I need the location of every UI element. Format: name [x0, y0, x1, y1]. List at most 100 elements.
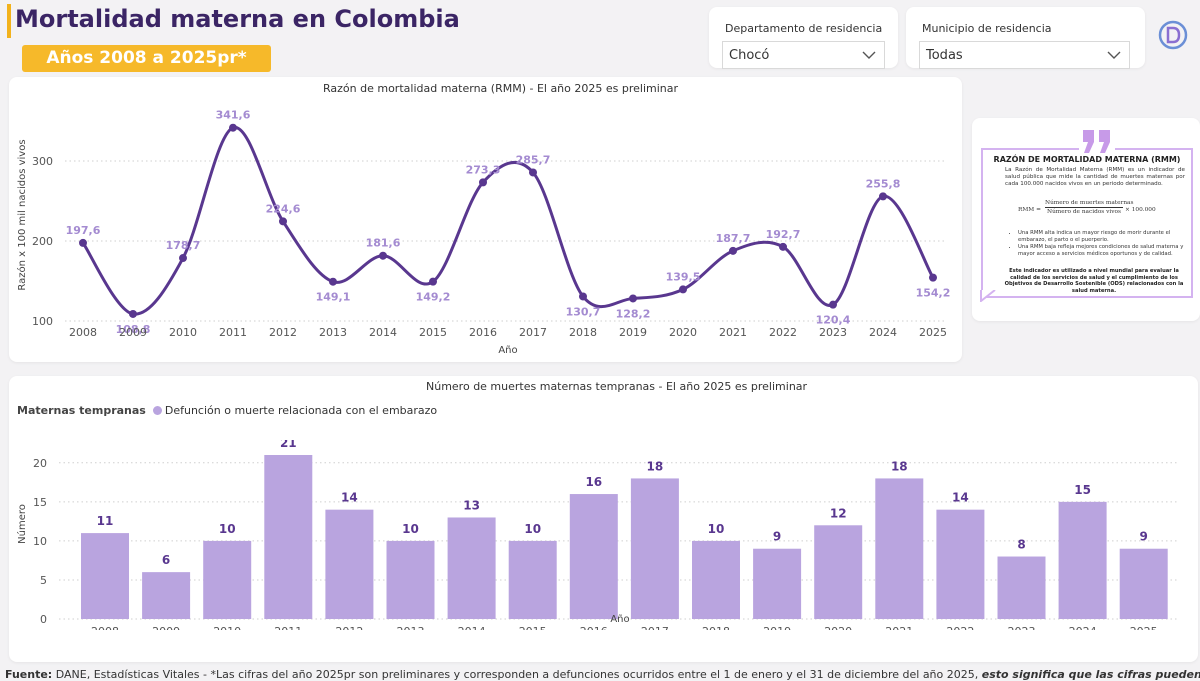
x-tick-label: 2008	[91, 625, 119, 630]
bar-data-label: 11	[97, 514, 114, 528]
x-tick-label: 2008	[69, 326, 97, 339]
rmm-data-label: 255,8	[866, 177, 901, 190]
rmm-data-label: 181,6	[366, 237, 401, 250]
rmm-point	[779, 242, 787, 251]
rmm-point	[829, 300, 837, 309]
speech-tail-icon	[980, 290, 996, 302]
formula-lhs: RMM =	[1018, 207, 1041, 213]
x-tick-label: 2013	[397, 625, 425, 630]
bar-data-label: 8	[1017, 538, 1025, 552]
rmm-point	[729, 246, 737, 255]
chevron-down-icon	[862, 51, 876, 59]
source-text: DANE, Estadísticas Vitales - *Las cifras…	[52, 668, 982, 681]
deaths-bar	[1119, 548, 1168, 619]
x-tick-label: 2021	[719, 326, 747, 339]
x-tick-label: 2015	[519, 625, 547, 630]
y-tick-label: 200	[32, 235, 53, 248]
bar-data-label: 16	[585, 475, 602, 489]
rmm-point	[579, 292, 587, 301]
rmm-point	[629, 294, 637, 303]
chevron-down-icon	[1107, 51, 1121, 59]
x-tick-label: 2020	[669, 326, 697, 339]
x-tick-label: 2012	[269, 326, 297, 339]
bar-data-label: 10	[219, 522, 236, 536]
deaths-bar	[203, 540, 252, 619]
info-bullet: Una RMM baja refleja mejores condiciones…	[1018, 244, 1188, 257]
x-tick-label: 2018	[569, 326, 597, 339]
rmm-data-label: 139,5	[666, 270, 701, 283]
bar-data-label: 6	[162, 553, 170, 567]
deaths-bar	[753, 548, 802, 619]
y-axis-title: Número	[16, 504, 28, 544]
rmm-point	[129, 309, 137, 318]
x-tick-label: 2016	[580, 625, 608, 630]
rmm-data-label: 178,7	[166, 239, 201, 252]
x-tick-label: 2015	[419, 326, 447, 339]
info-card-bullets: Una RMM alta indica un mayor riesgo de m…	[1012, 230, 1188, 258]
x-tick-label: 2023	[1008, 625, 1036, 630]
info-card-body: La Razón de Mortalidad Materna (RMM) es …	[1005, 167, 1185, 187]
x-tick-label: 2023	[819, 326, 847, 339]
deaths-bar	[325, 509, 374, 619]
x-tick-label: 2011	[219, 326, 247, 339]
bar-data-label: 10	[402, 522, 419, 536]
bar-data-label: 10	[524, 522, 541, 536]
rmm-point	[929, 273, 937, 282]
rmm-point	[429, 277, 437, 286]
x-tick-label: 2018	[702, 625, 730, 630]
rmm-point	[279, 217, 287, 226]
bar-data-label: 12	[830, 506, 847, 520]
rmm-data-label: 187,7	[716, 232, 751, 245]
bar-data-label: 14	[952, 491, 969, 505]
x-axis-title: Año	[498, 345, 517, 356]
bar-data-label: 9	[773, 530, 781, 544]
bar-data-label: 15	[1074, 483, 1091, 497]
source-emphasis: esto significa que las cifras pueden cam…	[981, 668, 1200, 681]
x-tick-label: 2009	[152, 625, 180, 630]
source-label: Fuente:	[5, 668, 53, 681]
deaths-bar	[508, 540, 557, 619]
y-tick-label: 300	[32, 155, 53, 168]
legend-entry: Defunción o muerte relacionada con el em…	[164, 404, 438, 417]
y-tick-label: 10	[33, 535, 47, 548]
quote-icon	[1079, 126, 1115, 156]
filter-departamento-card: Departamento de residencia Chocó	[709, 7, 898, 69]
rmm-point	[229, 123, 237, 132]
y-tick-label: 5	[40, 574, 47, 587]
rmm-point	[329, 277, 337, 286]
deaths-bar	[81, 533, 129, 619]
x-tick-label: 2025	[919, 326, 947, 339]
x-axis-title: Año	[610, 614, 629, 625]
x-tick-label: 2025	[1130, 625, 1158, 630]
formula-numerator: Número de muertes maternas	[1045, 200, 1134, 208]
rmm-data-label: 273,3	[466, 163, 501, 176]
rmm-point	[79, 238, 87, 247]
logo-icon	[1158, 20, 1188, 50]
rmm-point	[879, 192, 887, 201]
bar-data-label: 18	[647, 459, 664, 473]
departamento-dropdown[interactable]: Chocó	[722, 41, 885, 69]
rmm-data-label: 224,6	[266, 202, 301, 215]
rmm-data-label: 108,8	[116, 323, 151, 336]
x-tick-label: 2019	[619, 326, 647, 339]
rmm-data-label: 149,1	[316, 291, 351, 304]
y-tick-label: 100	[32, 315, 53, 328]
x-tick-label: 2011	[274, 625, 302, 630]
rmm-chart-card	[9, 77, 962, 362]
rmm-data-label: 341,6	[216, 109, 251, 122]
legend-title: Maternas tempranas	[17, 404, 146, 417]
x-tick-label: 2022	[946, 625, 974, 630]
info-bullet: Una RMM alta indica un mayor riesgo de m…	[1018, 230, 1188, 243]
rmm-point	[529, 168, 537, 177]
y-axis-title: Razón x 100 mil nacidos vivos	[16, 139, 28, 290]
rmm-data-label: 154,2	[916, 287, 951, 300]
page-title: Mortalidad materna en Colombia	[15, 5, 460, 33]
bar-data-label: 13	[463, 498, 480, 512]
filter-departamento-label: Departamento de residencia	[725, 22, 883, 35]
municipio-dropdown[interactable]: Todas	[919, 41, 1130, 69]
rmm-formula: RMM = Número de muertes maternas Número …	[1018, 200, 1168, 222]
deaths-bar	[386, 540, 435, 619]
departamento-value: Chocó	[729, 48, 770, 63]
info-card-title: RAZÓN DE MORTALIDAD MATERNA (RMM)	[993, 155, 1181, 164]
